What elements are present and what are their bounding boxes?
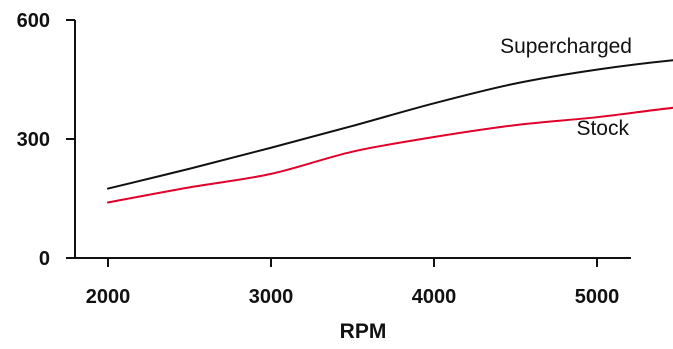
y-tick-label-0: 0 xyxy=(39,248,50,270)
x-tick-label-2000: 2000 xyxy=(86,286,131,308)
y-tick-label-300: 300 xyxy=(17,129,50,151)
series-label-stock: Stock xyxy=(576,117,629,140)
series-line-stock xyxy=(107,106,673,204)
x-ticks: 20003000400050005650 xyxy=(86,258,620,308)
y-tick-label-600: 600 xyxy=(17,10,50,32)
series-label-supercharged: Supercharged xyxy=(500,35,632,58)
series-labels: Supercharged Stock xyxy=(500,35,632,140)
series-line-supercharged xyxy=(107,59,673,190)
x-tick-label-5000: 5000 xyxy=(575,286,620,308)
y-ticks: 0 300 600 xyxy=(17,10,75,270)
x-tick-label-4000: 4000 xyxy=(412,286,457,308)
x-axis-title: RPM xyxy=(340,320,387,343)
x-tick-label-3000: 3000 xyxy=(249,286,294,308)
series-lines xyxy=(107,59,673,204)
